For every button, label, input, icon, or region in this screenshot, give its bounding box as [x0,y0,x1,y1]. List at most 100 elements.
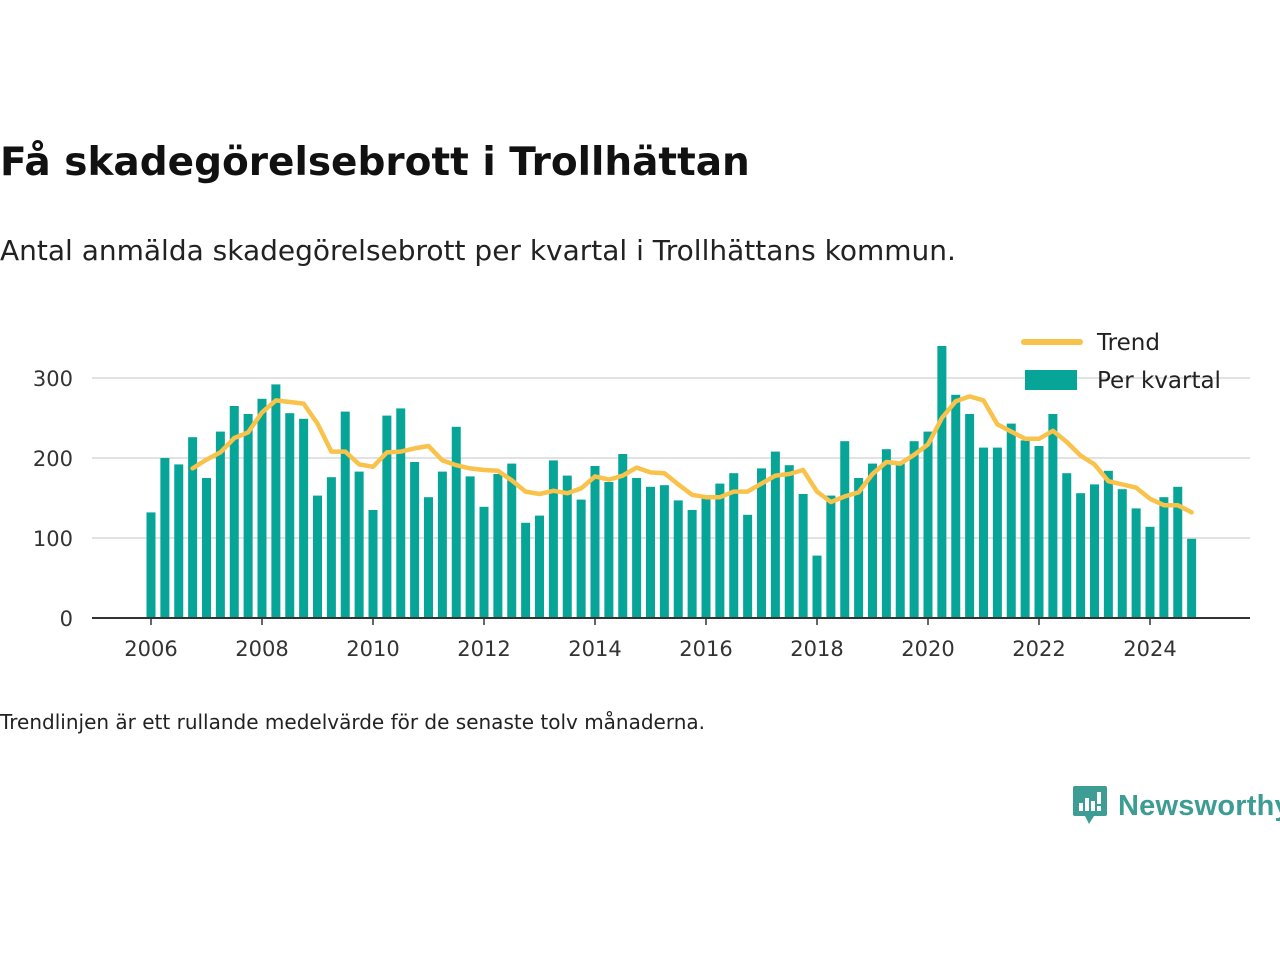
bar [798,494,808,618]
bar [188,437,198,618]
x-tick-label: 2024 [1123,637,1176,661]
legend-bar-swatch [1025,370,1077,390]
bar [1145,526,1155,618]
bar [410,462,420,618]
chart-subtitle: Antal anmälda skadegörelsebrott per kvar… [0,234,956,267]
bar [770,451,780,618]
y-tick-label: 0 [60,607,73,631]
bar [743,514,753,618]
bar [451,426,461,618]
bar [215,431,225,618]
bar [535,515,544,618]
bar [1173,486,1183,618]
bar [229,406,239,618]
bar [618,454,628,618]
bar [1062,473,1072,618]
bar [1090,484,1099,618]
trend-line [190,394,1194,515]
bar [285,413,295,618]
bar [299,418,309,618]
newsworthy-logo-icon [1073,786,1107,824]
bar [257,398,267,618]
bar [382,415,392,618]
bar [881,449,891,618]
y-tick-label: 100 [33,527,73,551]
bar [701,496,711,618]
bar [895,463,905,618]
bar [243,414,253,618]
chart: 0 100 200 300 2006 2008 2010 2012 2014 2016 2018 20… [33,330,1250,661]
bar [1159,497,1169,618]
bar [424,497,433,618]
bar [146,512,156,618]
bar [687,510,697,618]
bar [396,408,406,618]
bar [757,468,766,618]
bar [1006,423,1016,618]
bar [632,478,642,618]
bar [604,482,614,618]
brand-logo: Newsworthy [1072,784,1280,828]
x-tick-label: 2008 [235,637,288,661]
bar [979,447,988,618]
bar [354,471,364,618]
bar [507,463,517,618]
bar [729,473,739,618]
bar [1020,440,1030,618]
trend-series [190,394,1194,515]
bar [1076,493,1086,618]
bar [271,384,281,618]
bar [465,476,475,618]
brand-name: Newsworthy [1118,789,1280,822]
bar [965,414,975,618]
bar [368,510,378,618]
bar [868,463,877,618]
x-tick-label: 2018 [790,637,843,661]
bar [1048,414,1058,618]
bar [313,495,322,618]
bar [992,447,1002,618]
legend-bar-label: Per kvartal [1097,368,1221,394]
bar [812,555,822,618]
bar [909,441,919,618]
x-tick-label: 2010 [346,637,399,661]
bar [840,441,850,618]
bar [854,478,864,618]
bar [937,346,947,618]
bar [479,506,489,618]
bar [437,471,447,618]
bar [340,411,350,618]
x-tick-label: 2006 [124,637,177,661]
chart-title: Få skadegörelsebrott i Trollhättan [0,140,750,185]
bar-series [146,346,1197,618]
bar [548,460,558,618]
bar [784,465,794,618]
bar [715,483,725,618]
axes: 0 100 200 300 2006 2008 2010 2012 2014 2016 2018 20… [33,367,1250,661]
x-tick-label: 2012 [457,637,510,661]
bar [923,431,933,618]
bar [1103,470,1113,618]
bar [826,495,836,618]
bar [493,474,503,618]
legend-trend-label: Trend [1096,330,1160,356]
x-tick-label: 2014 [568,637,621,661]
bar [174,464,184,618]
bar [160,458,170,618]
bar [1117,489,1127,618]
bar [521,522,531,618]
bar [202,478,211,618]
bar [646,486,655,618]
footnote: Trendlinjen är ett rullande medelvärde f… [0,710,706,734]
bar [1034,446,1044,618]
y-tick-label: 300 [33,367,73,391]
x-tick-label: 2020 [901,637,954,661]
x-tick-label: 2022 [1012,637,1065,661]
bar [1187,538,1197,618]
bar [562,475,572,618]
bar [1131,508,1141,618]
y-tick-label: 200 [33,447,73,471]
bar [326,477,336,618]
bar [659,485,669,618]
bar [951,394,961,618]
